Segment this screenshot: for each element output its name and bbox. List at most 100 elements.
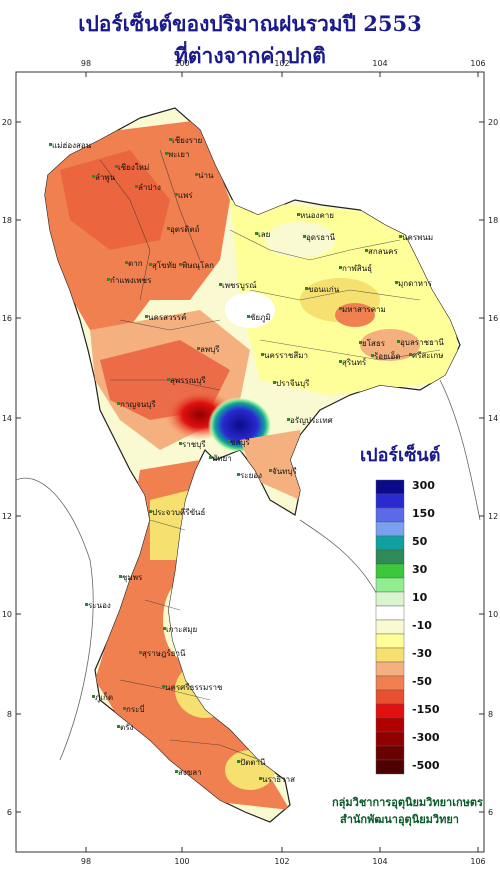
legend-bin [375, 535, 405, 551]
legend-title: เปอร์เซ็นต์ [360, 445, 441, 466]
y-tick-label: 14 [488, 414, 498, 423]
x-tick-label: 100 [174, 59, 189, 68]
station-label: นครราชสีมา [264, 351, 308, 360]
station-label: ชลบุรี [230, 438, 250, 447]
station-label: อุบลราชธานี [400, 338, 444, 347]
legend-bin [375, 675, 405, 691]
legend-bin-label: 10 [412, 591, 428, 604]
y-tick-label: 18 [2, 216, 12, 225]
station-marker [135, 185, 138, 188]
station-label: เชียงราย [172, 136, 202, 145]
legend-bin [375, 507, 405, 523]
legend-colorbar [375, 479, 405, 775]
station-label: ปัตตานี [240, 758, 266, 767]
station-label: น่าน [198, 171, 214, 180]
station-label: นครพนม [402, 233, 433, 242]
legend-bin-label: -500 [412, 759, 440, 772]
station-marker [117, 725, 120, 728]
station-label: เกาะสมุย [166, 625, 197, 634]
legend-bin-label: -30 [412, 647, 432, 660]
station-marker [339, 360, 342, 363]
station-label: หนองคาย [300, 211, 334, 220]
station-marker [179, 442, 182, 445]
station-label: นครศรีธรรมราช [165, 683, 223, 692]
station-label: นราธิวาส [262, 775, 295, 784]
station-marker [85, 603, 88, 606]
station-label: ระยอง [240, 471, 262, 480]
y-tick-label: 6 [488, 808, 493, 817]
station-label: จันทบุรี [272, 467, 298, 476]
station-marker [305, 287, 308, 290]
station-marker [169, 138, 172, 141]
y-tick-label: 12 [2, 512, 12, 521]
station-label: ตาก [128, 259, 143, 268]
station-marker [237, 760, 240, 763]
legend-bin-label: -10 [412, 619, 432, 632]
station-label: มุกดาหาร [398, 279, 433, 288]
map-title: เปอร์เซ็นต์ของปริมาณฝนรวมปี 2553 [78, 11, 422, 36]
station-label: ระนอง [88, 601, 111, 610]
station-label: เลย [258, 230, 270, 239]
station-marker [273, 381, 276, 384]
x-tick-label: 104 [372, 59, 387, 68]
station-marker [179, 263, 182, 266]
station-marker [261, 353, 264, 356]
credit-line-1: กลุ่มวิชาการอุตุนิยมวิทยาเกษตร [332, 796, 483, 809]
legend-bin [375, 577, 405, 593]
station-marker [165, 152, 168, 155]
station-marker [197, 347, 200, 350]
station-marker [195, 173, 198, 176]
station-marker [365, 249, 368, 252]
legend-bin [375, 493, 405, 509]
x-tick-label: 98 [81, 857, 91, 866]
station-marker [395, 281, 398, 284]
station-marker [167, 378, 170, 381]
legend-bin [375, 703, 405, 719]
station-label: มหาสารคาม [342, 305, 386, 314]
legend-bin-label: 30 [412, 563, 428, 576]
station-marker [227, 440, 230, 443]
legend-bin-label: 150 [412, 507, 435, 520]
station-label: กำแพงเพชร [110, 276, 152, 285]
legend-bin [375, 563, 405, 579]
station-label: สุพรรณบุรี [170, 376, 206, 385]
station-label: ปราจีนบุรี [276, 379, 310, 388]
station-label: พิษณุโลก [182, 260, 214, 270]
station-label: ชัยภูมิ [250, 313, 271, 323]
station-label: อุตรดิตถ์ [170, 224, 200, 234]
station-marker [92, 175, 95, 178]
legend-bin [375, 661, 405, 677]
y-tick-label: 20 [488, 118, 498, 127]
station-marker [149, 263, 152, 266]
x-tick-label: 104 [372, 857, 387, 866]
legend-bin [375, 745, 405, 761]
station-label: ยโสธร [362, 338, 386, 348]
station-label: กาญจนบุรี [120, 400, 156, 409]
station-marker [92, 695, 95, 698]
station-marker [255, 232, 258, 235]
station-label: กระบี่ [126, 703, 145, 714]
station-label: ศรีสะเกษ [412, 351, 443, 360]
station-marker [287, 418, 290, 421]
station-marker [145, 315, 148, 318]
legend-bin-label: -150 [412, 703, 440, 716]
credit-line-2: สำนักพัฒนาอุตุนิยมวิทยา [340, 813, 459, 826]
legend-bin [375, 717, 405, 733]
legend-bin [375, 633, 405, 649]
station-label: ลพบุรี [200, 345, 220, 354]
station-label: กาฬสินธุ์ [342, 263, 372, 273]
neighbour-coastline [15, 379, 481, 761]
station-marker [371, 354, 374, 357]
station-label: ลำพูน [95, 173, 116, 183]
station-label: พะเยา [168, 150, 189, 159]
legend-bin [375, 591, 405, 607]
x-tick-label: 102 [274, 59, 289, 68]
y-tick-label: 8 [488, 710, 493, 719]
station-marker [175, 193, 178, 196]
x-tick-label: 100 [174, 857, 189, 866]
station-label: ลำปาง [138, 183, 161, 192]
x-tick-label: 106 [470, 59, 485, 68]
station-marker [359, 341, 362, 344]
